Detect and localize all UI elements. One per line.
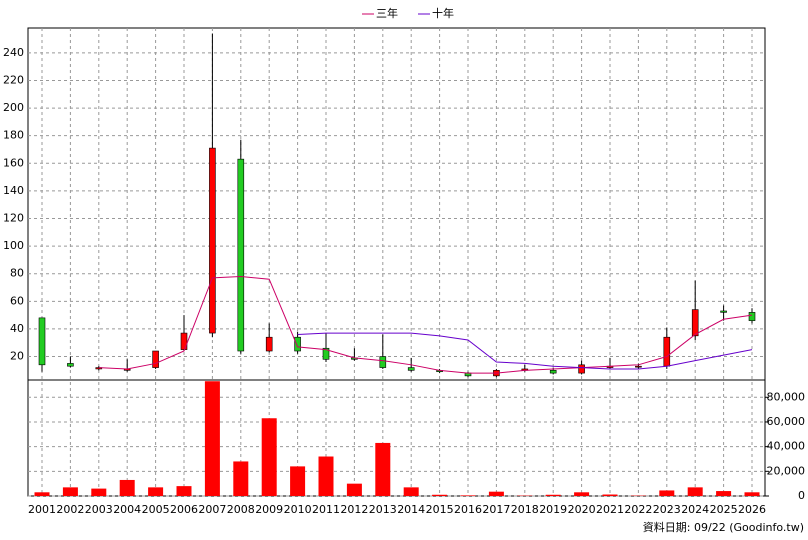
volume-bar [403, 487, 419, 496]
candle-body [748, 312, 756, 321]
line-series [297, 332, 753, 370]
x-tick-label: 2024 [681, 503, 709, 516]
y-tick-label: 80 [10, 267, 24, 280]
x-tick-label: 2019 [539, 503, 567, 516]
y2-tick-label: 0 [798, 489, 805, 502]
y2-tick-label: 20,000 [767, 464, 806, 477]
y-tick-label: 20 [10, 350, 24, 363]
x-tick-label: 2004 [113, 503, 141, 516]
y-tick-label: 220 [3, 73, 24, 86]
x-tick-label: 2014 [397, 503, 425, 516]
y-tick-label: 240 [3, 46, 24, 59]
x-tick-label: 2002 [56, 503, 84, 516]
volume-bar [119, 479, 135, 496]
volume-bar [375, 442, 391, 496]
legend-label: 十年 [432, 6, 454, 20]
candle-body [152, 350, 159, 368]
volume-bar [716, 491, 732, 496]
x-tick-label: 2005 [142, 503, 170, 516]
volume-bar [148, 487, 164, 496]
x-tick-label: 2003 [85, 503, 113, 516]
x-tick-label: 2013 [369, 503, 397, 516]
volume-bar [261, 418, 277, 496]
candle-body [180, 332, 188, 350]
volume-bar [62, 487, 78, 496]
x-tick-label: 2017 [482, 503, 510, 516]
candle-body [379, 356, 387, 368]
y2-tick-label: 80,000 [767, 390, 806, 403]
candle-body [691, 309, 699, 337]
y-tick-label: 120 [3, 211, 24, 224]
candle-body [549, 370, 557, 374]
x-tick-label: 2025 [710, 503, 738, 516]
y2-tick-label: 40,000 [767, 440, 806, 453]
candle-body [209, 147, 216, 334]
y2-tick-label: 60,000 [767, 415, 806, 428]
candle-body [237, 158, 245, 352]
volume-bar [744, 492, 760, 496]
y-tick-label: 180 [3, 129, 24, 142]
volume-bar [176, 486, 192, 496]
volume-bar [602, 494, 618, 496]
x-tick-label: 2015 [426, 503, 454, 516]
y-tick-label: 40 [10, 322, 24, 335]
candle-body [720, 310, 727, 313]
x-tick-label: 2008 [227, 503, 255, 516]
x-tick-label: 2006 [170, 503, 198, 516]
candle-body [578, 364, 585, 374]
volume-bar [545, 494, 561, 496]
x-tick-label: 2011 [312, 503, 340, 516]
candle-body [663, 336, 671, 367]
x-tick-label: 2010 [284, 503, 312, 516]
candle-body [294, 336, 301, 352]
volume-bar [432, 494, 448, 496]
x-tick-label: 2023 [653, 503, 681, 516]
x-tick-label: 2012 [340, 503, 368, 516]
volume-bar [318, 456, 334, 496]
volume-bar [687, 487, 703, 496]
candle-body [322, 347, 330, 360]
volume-bar [34, 492, 50, 496]
legend-label: 三年 [376, 6, 398, 20]
y-tick-label: 200 [3, 101, 24, 114]
line-series [98, 275, 753, 374]
volume-bar [204, 381, 220, 496]
candle-body [38, 317, 46, 366]
volume-bar [91, 488, 107, 496]
x-tick-label: 2018 [511, 503, 539, 516]
footer: 資料日期: 09/22 (Goodinfo.tw) [643, 520, 804, 534]
volume-bar [574, 492, 590, 496]
candle-body [265, 336, 273, 352]
x-tick-label: 2021 [596, 503, 624, 516]
volume-bar [290, 466, 306, 496]
x-tick-label: 2001 [28, 503, 56, 516]
volume-bar [346, 483, 362, 496]
plot-frame [27, 27, 766, 497]
x-tick-label: 2016 [454, 503, 482, 516]
y-tick-label: 160 [3, 156, 24, 169]
x-tick-label: 2009 [255, 503, 283, 516]
volume-bar [659, 490, 675, 496]
x-tick-label: 2026 [738, 503, 766, 516]
candle-body [67, 363, 74, 367]
x-tick-label: 2007 [198, 503, 226, 516]
y-tick-label: 140 [3, 184, 24, 197]
y-tick-label: 60 [10, 294, 24, 307]
volume-bar [488, 491, 504, 496]
volume-bar [233, 461, 249, 496]
y-tick-label: 100 [3, 239, 24, 252]
x-tick-label: 2020 [568, 503, 596, 516]
candle-body [407, 367, 415, 371]
volume-bar [460, 495, 476, 496]
x-tick-label: 2022 [624, 503, 652, 516]
candle-body [635, 365, 642, 368]
